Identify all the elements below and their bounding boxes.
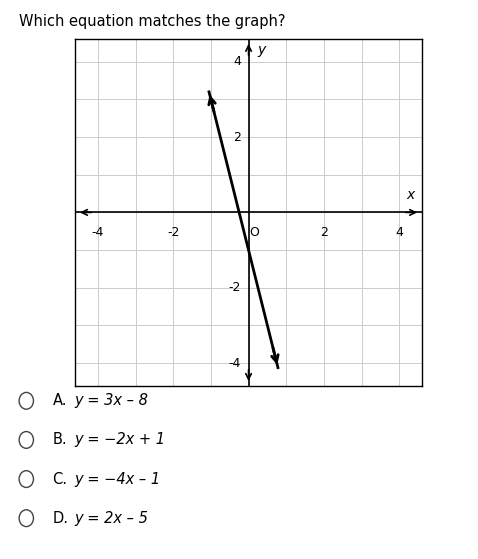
Text: 2: 2 xyxy=(233,131,241,144)
Text: -2: -2 xyxy=(167,226,179,239)
Text: y = −4x – 1: y = −4x – 1 xyxy=(74,472,160,486)
Text: D.: D. xyxy=(53,511,68,525)
Text: y = 2x – 5: y = 2x – 5 xyxy=(74,511,148,525)
Text: y = 3x – 8: y = 3x – 8 xyxy=(74,394,148,408)
Text: -4: -4 xyxy=(228,357,241,369)
Text: y: y xyxy=(257,44,265,58)
Text: 4: 4 xyxy=(233,55,241,68)
Text: -2: -2 xyxy=(228,281,241,294)
Text: C.: C. xyxy=(53,472,67,486)
Text: 4: 4 xyxy=(395,226,403,239)
Text: 2: 2 xyxy=(320,226,328,239)
Text: -4: -4 xyxy=(92,226,104,239)
Text: A.: A. xyxy=(53,394,67,408)
Text: O: O xyxy=(249,226,259,239)
Text: Which equation matches the graph?: Which equation matches the graph? xyxy=(19,14,286,29)
Text: B.: B. xyxy=(53,433,67,447)
Text: y = −2x + 1: y = −2x + 1 xyxy=(74,433,165,447)
Text: x: x xyxy=(406,188,415,202)
